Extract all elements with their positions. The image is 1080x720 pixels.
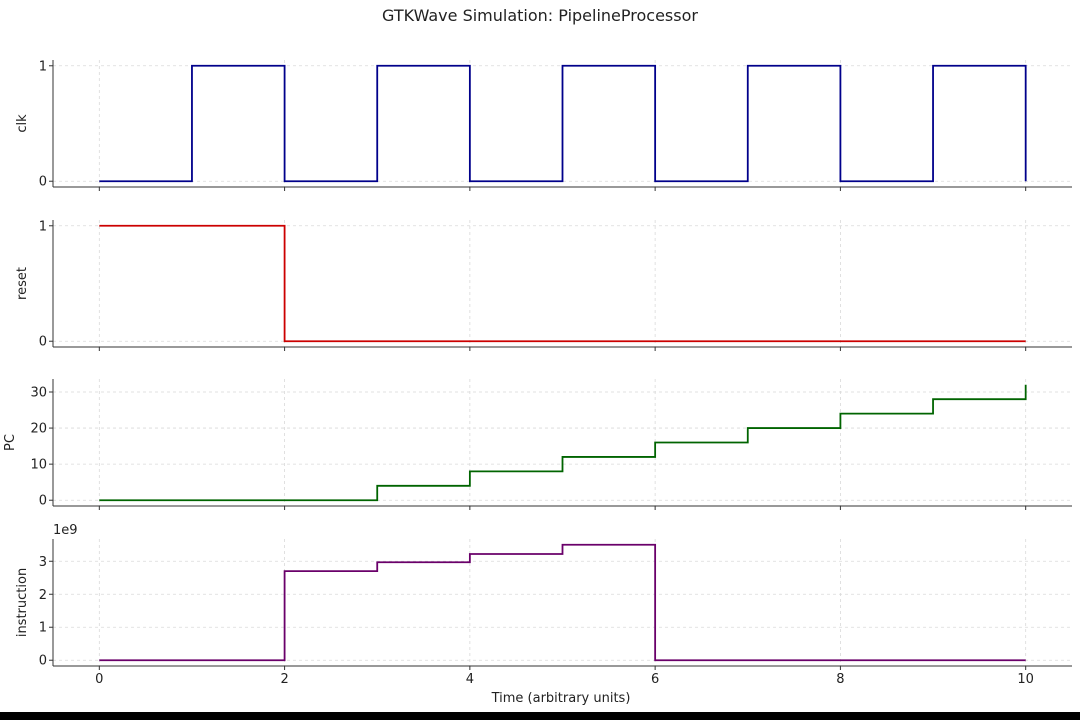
x-tick-label: 0 xyxy=(95,672,103,687)
y-tick-label: 0 xyxy=(39,494,47,509)
bottom-bar xyxy=(0,712,1080,720)
y-axis-label: instruction xyxy=(15,568,30,637)
y-tick-label: 30 xyxy=(30,385,47,400)
y-tick-label: 10 xyxy=(30,458,47,473)
panel-instruction: 0 1 2 3 instruction 1e9 xyxy=(15,523,1072,670)
y-tick-label: 0 xyxy=(39,654,47,669)
x-axis-label: Time (arbitrary units) xyxy=(491,691,631,706)
y-offset-label: 1e9 xyxy=(53,523,78,538)
y-tick-label: 1 xyxy=(39,59,47,74)
y-axis-label: clk xyxy=(15,114,30,133)
y-tick-label: 1 xyxy=(39,621,47,636)
x-tick-label: 6 xyxy=(651,672,659,687)
panel-PC: 0 10 20 30 PC xyxy=(3,379,1072,510)
undefined xyxy=(99,543,1026,662)
undefined xyxy=(99,384,1027,502)
panel-reset: 0 1 reset xyxy=(15,219,1072,351)
y-axis-label: PC xyxy=(3,434,18,451)
chart-title: GTKWave Simulation: PipelineProcessor xyxy=(382,6,698,25)
y-tick-label: 0 xyxy=(39,335,47,350)
y-tick-label: 3 xyxy=(39,555,47,570)
x-tick-label: 2 xyxy=(280,672,288,687)
y-tick-label: 2 xyxy=(39,588,47,603)
undefined xyxy=(99,224,1026,343)
y-tick-label: 0 xyxy=(39,175,47,190)
x-tick-label: 8 xyxy=(836,672,844,687)
x-tick-label: 4 xyxy=(466,672,474,687)
y-tick-label: 20 xyxy=(30,422,47,437)
y-axis-label: reset xyxy=(15,267,30,300)
waveform-panels: 01clk01reset0102030PC0123instruction1e90… xyxy=(3,59,1072,687)
undefined xyxy=(99,64,1027,183)
panel-clk: 0 1 clk xyxy=(15,59,1072,191)
x-tick-label: 10 xyxy=(1017,672,1034,687)
y-tick-label: 1 xyxy=(39,219,47,234)
